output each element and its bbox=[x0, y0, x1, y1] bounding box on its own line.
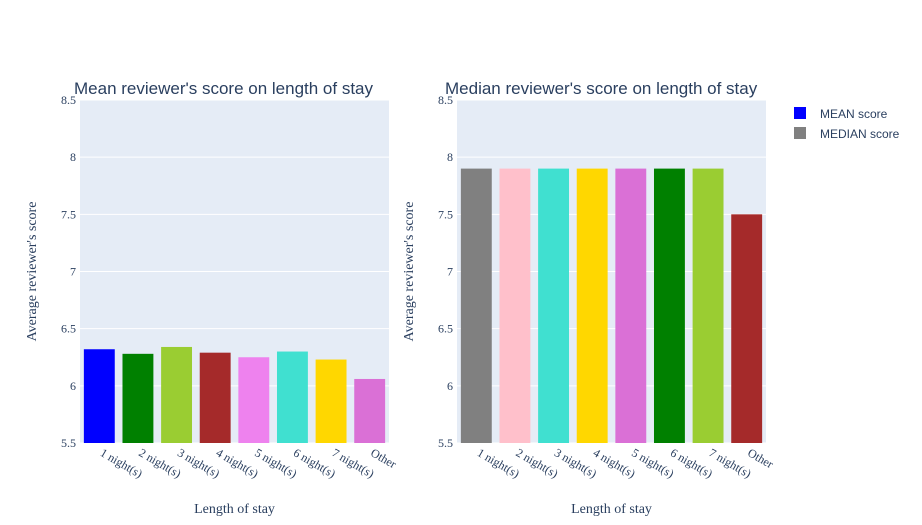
y-tick-label: 8.5 bbox=[438, 93, 453, 107]
x-tick-label: 7 night(s) bbox=[330, 445, 377, 480]
y-tick-label: 5.5 bbox=[438, 436, 453, 450]
y-axis-label: Average reviewer's score bbox=[25, 202, 40, 342]
legend-label: MEDIAN score bbox=[820, 127, 900, 141]
legend-swatch bbox=[794, 127, 806, 139]
chart-title: Mean reviewer's score on length of stay bbox=[74, 79, 374, 98]
bar[interactable] bbox=[354, 378, 386, 443]
y-tick-label: 7.5 bbox=[61, 207, 76, 221]
bar[interactable] bbox=[615, 168, 647, 443]
x-tick-label: 2 night(s) bbox=[513, 445, 560, 480]
bar[interactable] bbox=[460, 168, 492, 443]
legend-label: MEAN score bbox=[820, 107, 888, 121]
y-tick-label: 8.5 bbox=[61, 93, 76, 107]
bar[interactable] bbox=[692, 168, 724, 443]
x-axis-label: Length of stay bbox=[194, 502, 275, 517]
bar[interactable] bbox=[122, 353, 154, 443]
bar[interactable] bbox=[576, 168, 608, 443]
y-tick-label: 5.5 bbox=[61, 436, 76, 450]
bar[interactable] bbox=[315, 359, 347, 443]
y-tick-label: 6.5 bbox=[61, 322, 76, 336]
y-tick-label: 6 bbox=[70, 379, 76, 393]
chart-panel-1: 5.5 6 6.5 7 7.5 8 8.5 1 night(s)2 night(s)3 nig… bbox=[25, 79, 399, 517]
y-tick-label: 8 bbox=[447, 150, 453, 164]
x-tick-label: 5 night(s) bbox=[629, 445, 676, 480]
x-tick-label: 4 night(s) bbox=[214, 445, 261, 480]
x-tick-label: 6 night(s) bbox=[668, 445, 715, 480]
bar[interactable] bbox=[538, 168, 570, 443]
y-tick-label: 6 bbox=[447, 379, 453, 393]
x-tick-label: 1 night(s) bbox=[475, 445, 522, 480]
x-tick-label: 7 night(s) bbox=[707, 445, 754, 480]
bar[interactable] bbox=[499, 168, 531, 443]
x-tick-label: 5 night(s) bbox=[252, 445, 299, 480]
bar[interactable] bbox=[653, 168, 685, 443]
legend-item[interactable]: MEAN score bbox=[794, 107, 888, 121]
legend-swatch bbox=[794, 107, 806, 119]
chart-panel-2: 5.5 6 6.5 7 7.5 8 8.5 1 night(s)2 night(s)3 nig… bbox=[402, 79, 776, 517]
legend-item[interactable]: MEDIAN score bbox=[794, 127, 900, 141]
y-tick-label: 7 bbox=[70, 265, 76, 279]
chart-title: Median reviewer's score on length of sta… bbox=[445, 79, 758, 98]
x-tick-label: 2 night(s) bbox=[136, 445, 183, 480]
bar[interactable] bbox=[83, 349, 115, 443]
x-tick-label: 1 night(s) bbox=[98, 445, 145, 480]
x-tick-label: 6 night(s) bbox=[291, 445, 338, 480]
bar[interactable] bbox=[276, 351, 308, 443]
legend: MEAN score MEDIAN score bbox=[794, 107, 900, 141]
x-tick-label: 3 night(s) bbox=[552, 445, 599, 480]
y-tick-label: 8 bbox=[70, 150, 76, 164]
x-tick-label: 3 night(s) bbox=[175, 445, 222, 480]
x-tick-label: 4 night(s) bbox=[591, 445, 638, 480]
y-axis-label: Average reviewer's score bbox=[402, 202, 417, 342]
bar[interactable] bbox=[238, 357, 270, 443]
y-tick-label: 6.5 bbox=[438, 322, 453, 336]
x-axis-label: Length of stay bbox=[571, 502, 652, 517]
y-tick-label: 7 bbox=[447, 265, 453, 279]
y-tick-label: 7.5 bbox=[438, 207, 453, 221]
bar[interactable] bbox=[199, 352, 231, 443]
bar[interactable] bbox=[731, 214, 763, 443]
bar[interactable] bbox=[161, 346, 193, 443]
